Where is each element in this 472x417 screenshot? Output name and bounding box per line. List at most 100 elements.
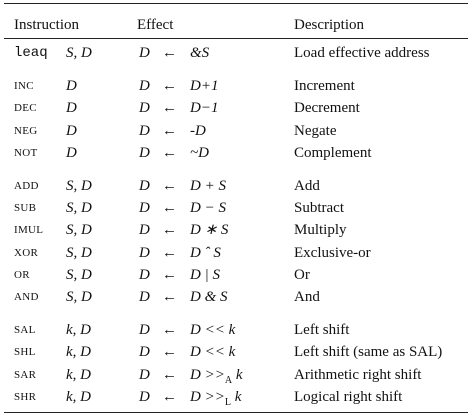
expr-subscript: A	[224, 374, 233, 386]
opcode: SHR	[14, 390, 37, 403]
description: Multiply	[294, 222, 347, 239]
effect-arrow: ←	[162, 144, 177, 161]
effect-dest: D	[139, 388, 150, 405]
operands: D	[66, 100, 77, 117]
opcode: SHL	[14, 346, 36, 359]
effect-arrow: ←	[162, 388, 177, 405]
description: Add	[294, 178, 320, 194]
effect-expr: -D	[190, 122, 206, 140]
effect-dest: D	[139, 200, 150, 217]
opcode: SUB	[14, 202, 37, 215]
operands: D	[66, 144, 77, 161]
operands: S, D	[66, 45, 92, 61]
expr: D << k	[190, 344, 236, 361]
effect-arrow: ←	[162, 78, 177, 95]
operands: D	[66, 122, 77, 139]
expr: -D	[190, 122, 206, 139]
expr-tail: k	[235, 366, 243, 383]
header-effect: Effect	[137, 17, 174, 33]
description: Decrement	[294, 100, 360, 117]
opcode: ADD	[14, 180, 39, 192]
effect-arrow: ←	[162, 289, 177, 305]
operands: S, D	[66, 200, 92, 217]
opcode: INC	[14, 80, 34, 93]
operands: S, D	[66, 222, 92, 239]
operands: D	[66, 78, 77, 95]
effect-expr: D ∗ S	[190, 221, 228, 239]
effect-dest: D	[139, 178, 150, 194]
effect-dest: D	[139, 222, 150, 239]
expr: ~D	[190, 144, 209, 161]
effect-expr: &S	[190, 44, 209, 62]
operands: S, D	[66, 244, 92, 261]
description: Negate	[294, 122, 337, 139]
description: Left shift	[294, 322, 350, 339]
effect-arrow: ←	[162, 178, 177, 194]
operands: k, D	[66, 322, 91, 339]
effect-expr: D & S	[190, 288, 228, 306]
effect-arrow: ←	[162, 322, 177, 339]
expr: D >>	[190, 366, 225, 383]
opcode: NOT	[14, 146, 38, 159]
opcode: DEC	[14, 102, 37, 115]
description: Complement	[294, 144, 372, 161]
opcode: IMUL	[14, 224, 44, 237]
opcode: SAR	[14, 368, 37, 381]
description: Arithmetic right shift	[294, 366, 422, 383]
effect-expr: D | S	[190, 266, 220, 284]
effect-expr: D+1	[190, 77, 218, 95]
opcode: AND	[14, 291, 39, 303]
expr: D ∗ S	[190, 222, 229, 239]
effect-dest: D	[139, 366, 150, 383]
operands: S, D	[66, 266, 92, 283]
expr: D−1	[190, 100, 219, 117]
effect-dest: D	[139, 322, 150, 339]
bottom-rule	[4, 412, 468, 413]
expr: D+1	[190, 78, 219, 95]
expr: D & S	[190, 289, 228, 305]
expr: D >>	[190, 388, 225, 405]
effect-expr: D << k	[190, 343, 235, 361]
effect-expr: D ˆ S	[190, 244, 221, 262]
effect-dest: D	[139, 45, 150, 61]
effect-dest: D	[139, 289, 150, 305]
effect-expr: ~D	[190, 144, 209, 162]
header-rule	[4, 38, 468, 39]
description: Exclusive-or	[294, 244, 371, 261]
effect-dest: D	[139, 266, 150, 283]
effect-expr: D − S	[190, 199, 226, 217]
effect-expr: D << k	[190, 321, 235, 339]
expr: D << k	[190, 322, 236, 339]
effect-arrow: ←	[162, 200, 177, 217]
operands: S, D	[66, 178, 92, 194]
opcode: leaq	[14, 45, 48, 61]
effect-arrow: ←	[162, 222, 177, 239]
expr: D + S	[190, 178, 226, 194]
operands: k, D	[66, 388, 91, 405]
effect-arrow: ←	[162, 344, 177, 361]
effect-expr: D−1	[190, 99, 218, 117]
header-instruction: Instruction	[14, 17, 79, 33]
opcode: SAL	[14, 324, 36, 337]
description: Subtract	[294, 200, 344, 217]
description: Or	[294, 266, 310, 283]
operands: S, D	[66, 289, 92, 305]
effect-dest: D	[139, 78, 150, 95]
effect-arrow: ←	[162, 122, 177, 139]
effect-expr: D + S	[190, 177, 226, 195]
effect-arrow: ←	[162, 100, 177, 117]
effect-dest: D	[139, 122, 150, 139]
expr: D | S	[190, 266, 220, 283]
operands: k, D	[66, 366, 91, 383]
effect-dest: D	[139, 100, 150, 117]
description: Logical right shift	[294, 388, 403, 405]
description: Load effective address	[294, 45, 430, 61]
expr-subscript: L	[224, 396, 231, 408]
opcode: XOR	[14, 246, 39, 259]
effect-dest: D	[139, 244, 150, 261]
effect-expr: D >>L k	[190, 388, 241, 412]
effect-arrow: ←	[162, 366, 177, 383]
expr: &S	[190, 45, 210, 61]
effect-expr: D >>A k	[190, 366, 242, 390]
